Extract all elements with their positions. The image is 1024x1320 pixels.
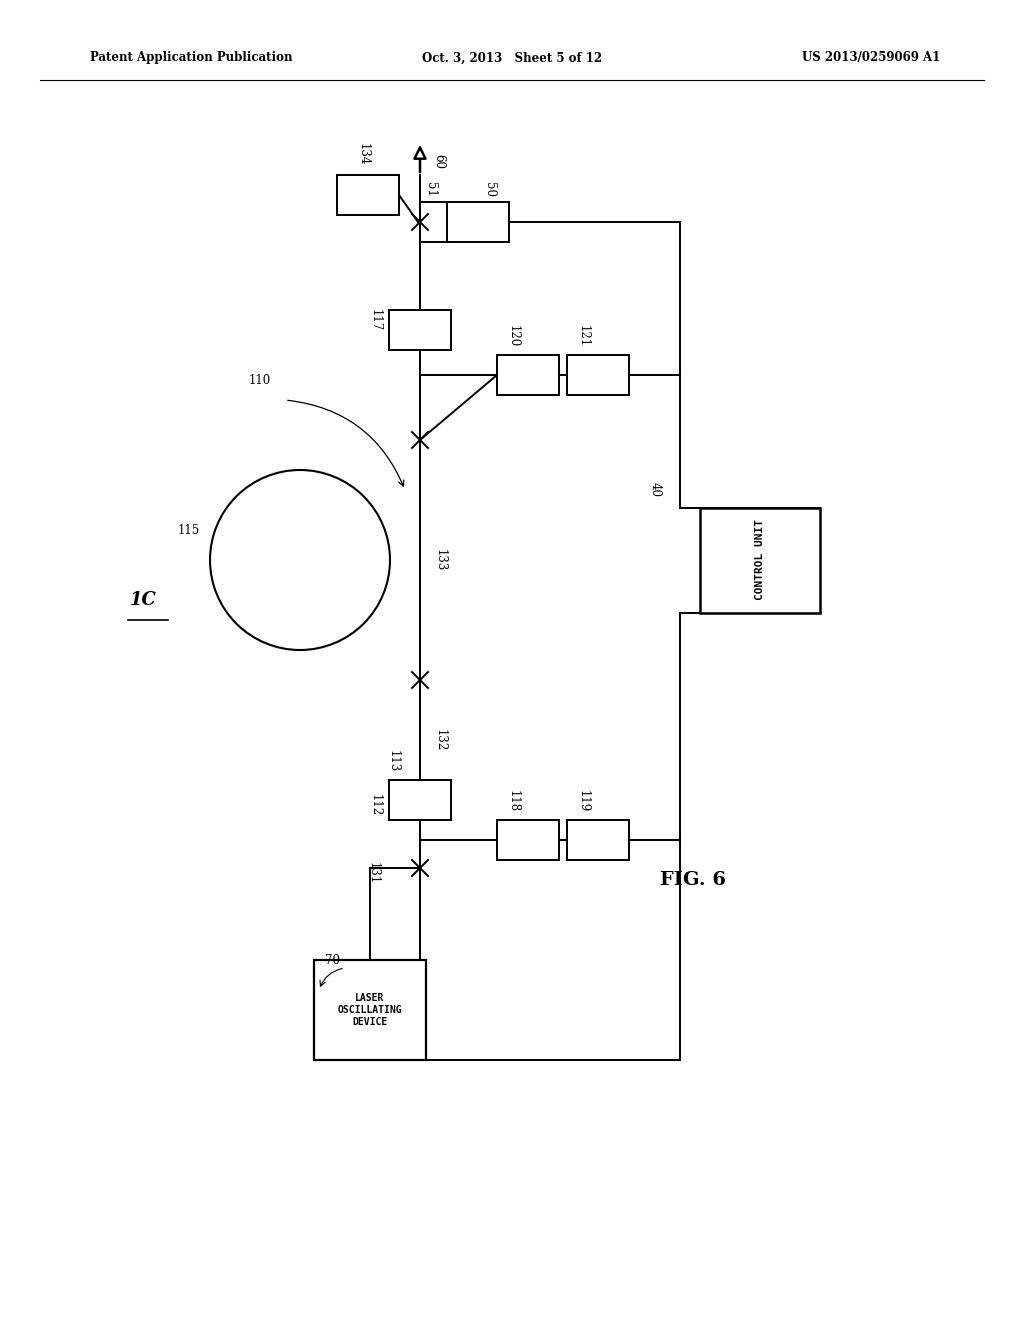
Text: 60: 60 (432, 154, 445, 169)
Bar (389, 780, 451, 820)
Text: Patent Application Publication: Patent Application Publication (90, 51, 293, 65)
Text: 131: 131 (367, 862, 380, 884)
Text: 117: 117 (369, 309, 382, 331)
Text: 121: 121 (577, 325, 590, 347)
Text: 112: 112 (369, 793, 382, 816)
Text: 110: 110 (249, 374, 271, 387)
Bar (420, 202, 450, 242)
Text: LASER
OSCILLATING
DEVICE: LASER OSCILLATING DEVICE (338, 994, 402, 1027)
Bar (337, 176, 399, 215)
Text: Oct. 3, 2013   Sheet 5 of 12: Oct. 3, 2013 Sheet 5 of 12 (422, 51, 602, 65)
Bar (567, 355, 629, 395)
Bar (447, 202, 509, 242)
Bar (497, 355, 559, 395)
Text: 115: 115 (178, 524, 200, 536)
Bar (389, 310, 451, 350)
Text: FIG. 6: FIG. 6 (660, 871, 726, 888)
Text: 134: 134 (356, 143, 370, 165)
Bar (700, 507, 820, 612)
Text: US 2013/0259069 A1: US 2013/0259069 A1 (802, 51, 940, 65)
Text: CONTROL UNIT: CONTROL UNIT (755, 520, 765, 601)
Text: 50: 50 (483, 182, 496, 197)
Text: 132: 132 (434, 729, 447, 751)
Bar (567, 820, 629, 861)
Text: 133: 133 (434, 549, 447, 572)
Bar (497, 820, 559, 861)
Text: 118: 118 (507, 789, 520, 812)
Text: 119: 119 (577, 789, 590, 812)
Text: 1C: 1C (130, 591, 157, 609)
Text: 40: 40 (649, 483, 662, 498)
Text: 113: 113 (387, 750, 400, 772)
Text: 120: 120 (507, 325, 520, 347)
Text: 51: 51 (424, 182, 436, 197)
Text: 70: 70 (325, 953, 340, 966)
Bar (314, 960, 426, 1060)
